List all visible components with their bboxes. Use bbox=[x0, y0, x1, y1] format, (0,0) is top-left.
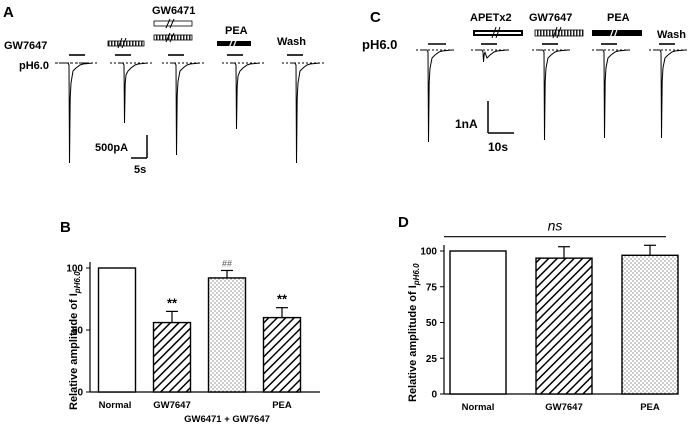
panel-d-letter: D bbox=[398, 214, 409, 231]
panel-b-category-label-1: GW7647 bbox=[153, 400, 191, 411]
panel-c-trace-2 bbox=[477, 49, 508, 63]
panel-a-pea-drug-bar bbox=[217, 37, 251, 49]
panel-a-letter: A bbox=[3, 4, 14, 21]
panel-c-scale-bar bbox=[487, 101, 514, 134]
panel-a-trace-2 bbox=[118, 62, 149, 124]
panel-c-current-traces bbox=[416, 49, 689, 143]
panel-b-category-label-3: PEA bbox=[272, 400, 292, 411]
panel-a-trace-1 bbox=[63, 62, 94, 164]
panel-d-category-label-2: PEA bbox=[640, 402, 660, 413]
panel-c-condition-pea: PEA bbox=[607, 12, 630, 24]
panel-c-pea-drug-bar bbox=[592, 26, 642, 39]
panel-c-scale-current: 1nA bbox=[455, 117, 478, 131]
panel-b-significance-1: ** bbox=[167, 295, 178, 310]
panel-a-condition-pea: PEA bbox=[225, 25, 248, 37]
panel-b-significance-2: ## bbox=[222, 258, 232, 268]
panel-c-condition-wash: Wash bbox=[657, 29, 686, 41]
panel-a-current-traces bbox=[55, 62, 324, 164]
panel-b-bar-1 bbox=[152, 321, 192, 393]
panel-a-trace-3 bbox=[170, 62, 201, 156]
panel-c-trace-5 bbox=[655, 49, 686, 139]
panel-c-trace-3 bbox=[538, 49, 569, 141]
panel-b-ytick-label-50: 50 bbox=[72, 326, 84, 337]
panel-c-letter: C bbox=[370, 9, 381, 26]
panel-a-condition-gw7647: GW7647 bbox=[4, 40, 47, 52]
panel-b-category-label-0: Normal bbox=[99, 400, 132, 411]
panel-d-bar-0 bbox=[449, 250, 507, 395]
panel-a-trace-5 bbox=[290, 62, 321, 164]
panel-c-condition-gw7647: GW7647 bbox=[529, 12, 572, 24]
panel-b-letter: B bbox=[60, 219, 71, 236]
panel-b-bar-2 bbox=[207, 277, 247, 393]
panel-d-ytick-label-100: 100 bbox=[420, 247, 437, 258]
panel-a-scale-bar bbox=[131, 135, 148, 159]
panel-c-gw7647-drug-bar bbox=[534, 26, 584, 39]
panel-b-category-label-2: GW6471 + GW7647 bbox=[184, 414, 270, 425]
panel-c-trace-4 bbox=[598, 49, 629, 139]
panel-d-category-label-0: Normal bbox=[462, 402, 495, 413]
panel-b-bar-3 bbox=[262, 316, 302, 393]
panel-c-scale-time: 10s bbox=[488, 140, 508, 154]
panel-a-scale-current: 500pA bbox=[95, 142, 128, 154]
panel-a-condition-gw6471: GW6471 bbox=[152, 5, 195, 17]
panel-a-gw6471-drug-bar bbox=[153, 18, 193, 29]
panel-a-scale-time: 5s bbox=[134, 164, 146, 176]
panel-a-condition-wash: Wash bbox=[277, 36, 306, 48]
panel-c-condition-apetx2: APETx2 bbox=[470, 12, 512, 24]
panel-b-chart: 0 50 100 Normal ** GW7647 ## GW6471 + GW7647 ** P… bbox=[66, 258, 320, 425]
panel-b-significance-3: ** bbox=[277, 292, 288, 307]
panel-d-ytick-label-0: 0 bbox=[431, 390, 437, 401]
panel-c-trace-1 bbox=[422, 49, 453, 143]
panel-d-ytick-label-25: 25 bbox=[426, 354, 438, 365]
panel-a-gw7647-drug-bar-2 bbox=[153, 32, 193, 43]
panel-d-ns-label: ns bbox=[548, 218, 563, 234]
panel-c-ph-label: pH6.0 bbox=[362, 37, 397, 52]
panel-d-category-label-1: GW7647 bbox=[545, 402, 583, 413]
panel-d-chart: 0 25 50 75 100 Normal GW7647 PEA ns bbox=[420, 218, 679, 413]
panel-a-trace-4 bbox=[230, 62, 261, 130]
panel-a-ph-label: pH6.0 bbox=[19, 60, 49, 72]
panel-d-ylabel: Relative amplitude of IpH6.0 bbox=[407, 263, 421, 402]
panel-b-ytick-label-0: 0 bbox=[77, 388, 83, 399]
panel-c-apetx2-drug-bar bbox=[473, 26, 523, 39]
panel-b-ytick-label-100: 100 bbox=[66, 264, 83, 275]
panel-b-bar-0 bbox=[97, 267, 137, 393]
panel-b-ylabel: Relative amplitude of IpH6.0 bbox=[68, 271, 82, 410]
panel-a-gw7647-drug-bar-1 bbox=[107, 37, 145, 49]
panel-d-bar-2 bbox=[621, 254, 679, 395]
panel-d-ytick-label-75: 75 bbox=[426, 282, 438, 293]
panel-d-ytick-label-50: 50 bbox=[426, 318, 438, 329]
panel-d-bar-1 bbox=[535, 257, 593, 395]
